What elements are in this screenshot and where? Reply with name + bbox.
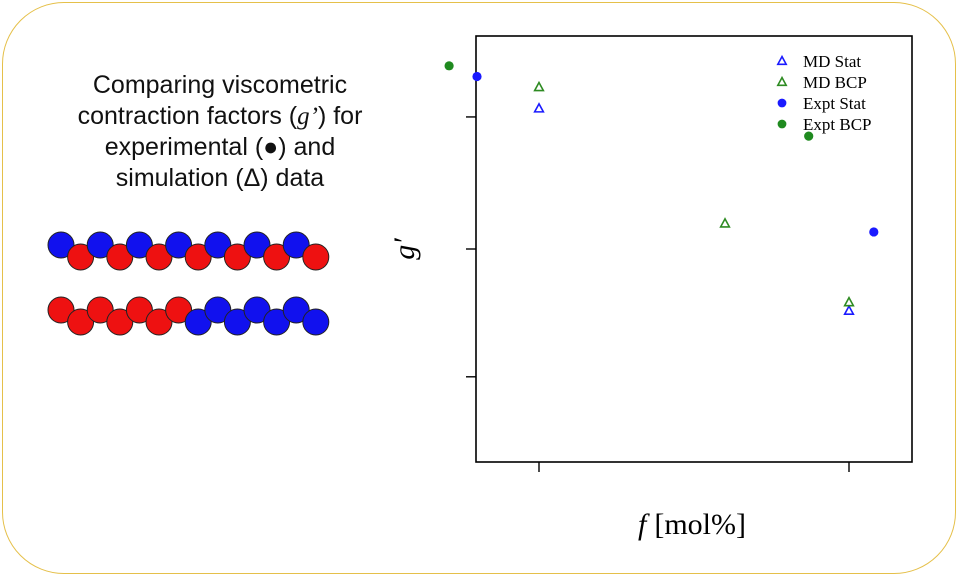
block-bead-blue [282, 296, 310, 324]
legend-marker-expt-bcp [777, 119, 787, 129]
block-bead-red [165, 296, 193, 324]
point-md-stat [843, 304, 855, 316]
caption-line-4: simulation (Δ) data [115, 164, 325, 192]
point-md-bcp [533, 80, 545, 92]
alternating-bead-blue [125, 231, 153, 259]
alternating-bead-blue [165, 231, 193, 259]
block-bead-blue [184, 308, 212, 336]
caption-line-2-pre: contraction factors ( [77, 102, 298, 130]
block-bead-red [106, 308, 134, 336]
block-bead-red [67, 308, 95, 336]
point-md-bcp [719, 217, 731, 228]
alternating-bead-red [106, 243, 134, 271]
alternating-bead-red [302, 243, 330, 271]
legend-label-md-bcp: MD BCP [803, 73, 867, 92]
point-md-stat [533, 102, 545, 113]
caption-g-symbol: g’ [297, 103, 318, 130]
point-expt-bcp [804, 131, 814, 141]
alternating-bead-red [145, 243, 173, 271]
caption-line-2: contraction factors (g’) for [20, 101, 420, 132]
point-md-bcp [843, 295, 855, 307]
y-axis-label: g′ [388, 238, 421, 260]
caption-line-2-post: ) for [317, 102, 363, 130]
point-expt-stat [472, 71, 482, 82]
legend-label-md-stat: MD Stat [803, 52, 861, 71]
polymer-chain-alternating [47, 231, 330, 271]
block-bead-red [125, 296, 153, 324]
axis-ticks [466, 116, 850, 472]
legend: MD Stat MD BCP Expt Stat Expt BCP [776, 52, 872, 134]
legend-label-expt-bcp: Expt BCP [803, 115, 872, 134]
alternating-bead-blue [282, 231, 310, 259]
alternating-bead-red [67, 243, 95, 271]
x-axis-label: f [mol%] [638, 508, 746, 541]
block-bead-blue [263, 308, 291, 336]
data-points [444, 61, 879, 316]
legend-marker-expt-stat [777, 98, 787, 108]
legend-label-expt-stat: Expt Stat [803, 94, 866, 113]
alternating-bead-red [184, 243, 212, 271]
polymer-chains-diagram [47, 231, 330, 336]
alternating-bead-blue [86, 231, 114, 259]
alternating-bead-blue [204, 231, 232, 259]
legend-marker-md-bcp [776, 75, 788, 87]
block-bead-blue [243, 296, 271, 324]
alternating-bead-blue [243, 231, 271, 259]
block-bead-blue [204, 296, 232, 324]
alternating-bead-red [263, 243, 291, 271]
point-expt-stat [869, 227, 879, 237]
block-bead-blue [302, 308, 330, 336]
x-axis-label-unit: [mol%] [654, 508, 746, 541]
alternating-bead-red [223, 243, 251, 271]
legend-marker-md-stat [776, 54, 788, 66]
block-bead-red [86, 296, 114, 324]
caption-text: Comparing viscometric contraction factor… [20, 70, 420, 194]
block-bead-red [145, 308, 173, 336]
block-bead-blue [223, 308, 251, 336]
x-axis-label-symbol: f [638, 508, 650, 541]
polymer-chain-block [47, 296, 330, 336]
block-bead-red [47, 296, 75, 324]
caption-line-3: experimental (●) and [104, 133, 336, 161]
caption-line-1: Comparing viscometric [92, 71, 348, 99]
point-expt-bcp [444, 61, 454, 71]
alternating-bead-blue [47, 231, 75, 259]
